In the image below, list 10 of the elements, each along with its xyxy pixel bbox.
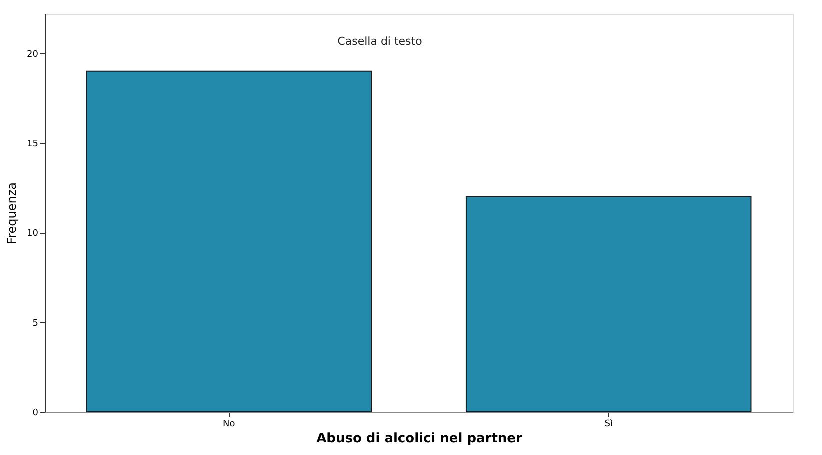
- annotation: Casella di testo: [338, 35, 423, 48]
- x-tick-label: No: [223, 420, 236, 430]
- y-tick-label: 10: [27, 229, 39, 240]
- y-tick-label: 0: [32, 408, 39, 418]
- y-axis-title: Frequenza: [5, 182, 20, 244]
- y-tick-label: 5: [32, 318, 38, 329]
- y-tick-label: 15: [27, 140, 38, 150]
- y-tick-label: 20: [27, 50, 39, 60]
- x-axis-title: Abuso di alcolici nel partner: [316, 432, 523, 446]
- x-tick-label: Sì: [604, 418, 613, 430]
